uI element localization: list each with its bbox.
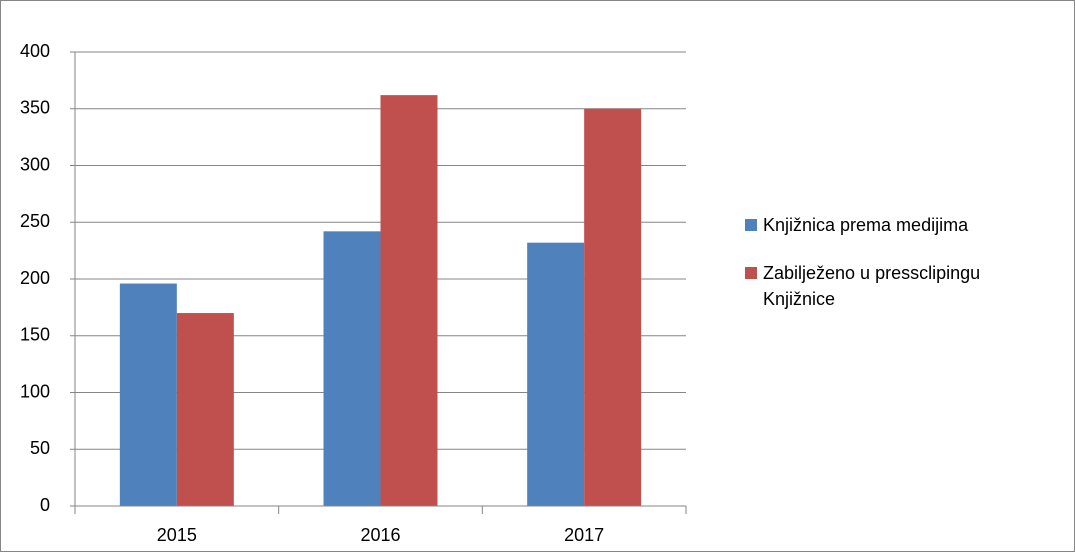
y-tick-label: 250 [20,211,50,231]
x-tick-label: 2016 [360,525,400,545]
legend-item: Knjižnica prema medijima [745,212,1065,238]
bar [584,108,642,506]
legend-item: Zabilježeno u pressclipingu Knjižnice [745,260,1003,312]
legend-swatch [745,267,757,279]
x-tick-label: 2015 [157,525,197,545]
bar [176,313,234,506]
bar [323,231,381,506]
y-tick-label: 400 [20,41,50,61]
bar [380,95,438,506]
bar [119,283,177,506]
legend: Knjižnica prema medijima Zabilježeno u pr… [745,212,1065,334]
legend-swatch [745,219,757,231]
y-tick-label: 300 [20,154,50,174]
y-tick-label: 350 [20,98,50,118]
x-tick-label: 2017 [564,525,604,545]
y-tick-label: 50 [30,438,50,458]
y-tick-label: 150 [20,325,50,345]
y-tick-label: 100 [20,381,50,401]
legend-label: Zabilježeno u pressclipingu Knjižnice [763,263,981,309]
bar [527,242,585,506]
y-tick-label: 0 [40,495,50,515]
legend-label: Knjižnica prema medijima [763,215,969,235]
y-tick-label: 200 [20,268,50,288]
